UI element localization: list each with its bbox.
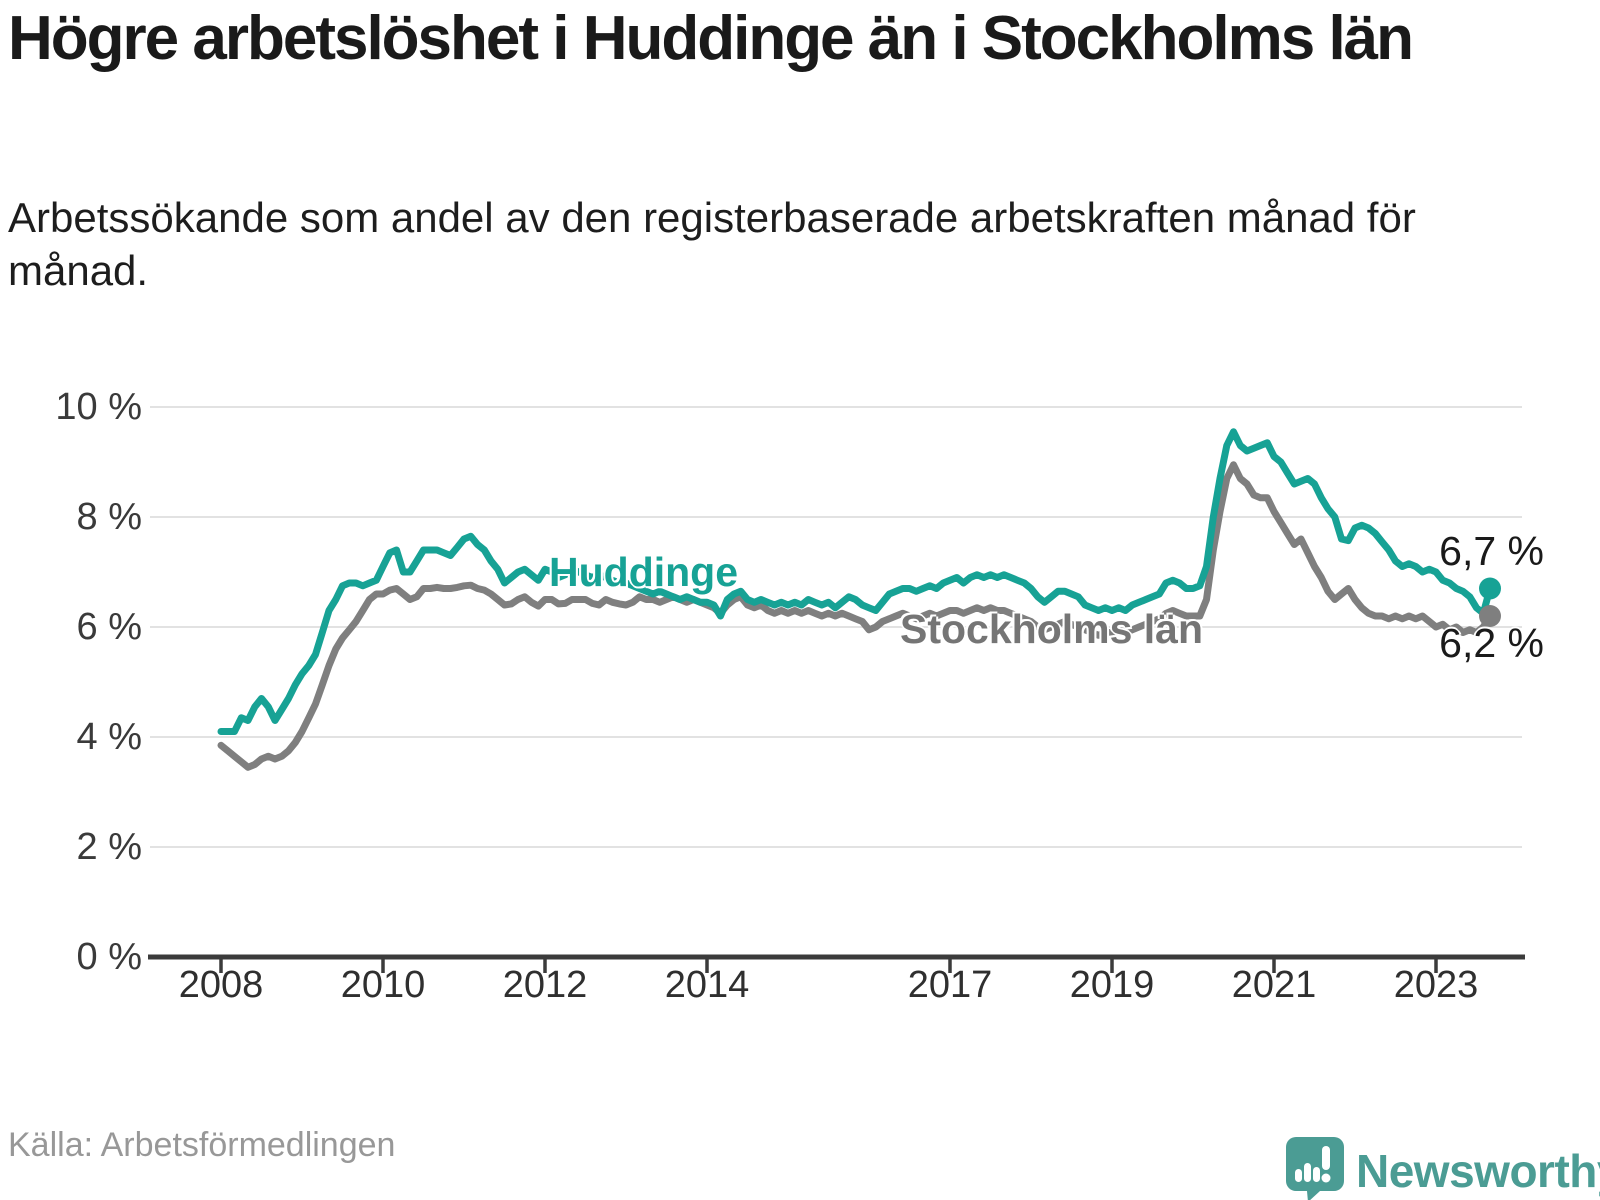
newsworthy-logo-icon (1286, 1137, 1344, 1200)
y-axis-label: 4 % (76, 716, 142, 758)
end-value-label-stockholms-lan: 6,2 % (1439, 620, 1544, 666)
series-end-dot-1 (1479, 605, 1501, 627)
y-axis-label: 6 % (76, 606, 142, 648)
x-axis-label: 2021 (1231, 964, 1317, 1006)
series-label-stockholms-lan: Stockholms län (900, 606, 1204, 652)
x-axis-label: 2012 (502, 964, 588, 1006)
series-line-0 (217, 428, 1494, 735)
x-axis-label: 2023 (1393, 964, 1479, 1006)
x-axis-label: 2010 (340, 964, 426, 1006)
series-line-1 (217, 461, 1494, 771)
y-axis-label: 8 % (76, 496, 142, 538)
y-axis-label: 0 % (76, 936, 142, 978)
y-axis-label: 10 % (55, 386, 142, 428)
source-note: Källa: Arbetsförmedlingen (8, 1126, 396, 1164)
page-title: Högre arbetslöshet i Huddinge än i Stock… (8, 4, 1414, 73)
series-end-dot-0 (1479, 577, 1501, 600)
x-axis-label: 2008 (178, 964, 264, 1006)
brand-name: Newsworthy (1356, 1145, 1600, 1197)
x-axis-label: 2014 (664, 964, 750, 1006)
chart-subtitle: Arbetssökande som andel av den registerb… (8, 194, 1416, 294)
x-axis-label: 2017 (907, 964, 993, 1006)
end-value-label-huddinge: 6,7 % (1439, 528, 1544, 574)
x-axis-label: 2019 (1069, 964, 1155, 1006)
y-axis-label: 2 % (76, 826, 142, 868)
series-label-huddinge: Huddinge (549, 549, 739, 595)
